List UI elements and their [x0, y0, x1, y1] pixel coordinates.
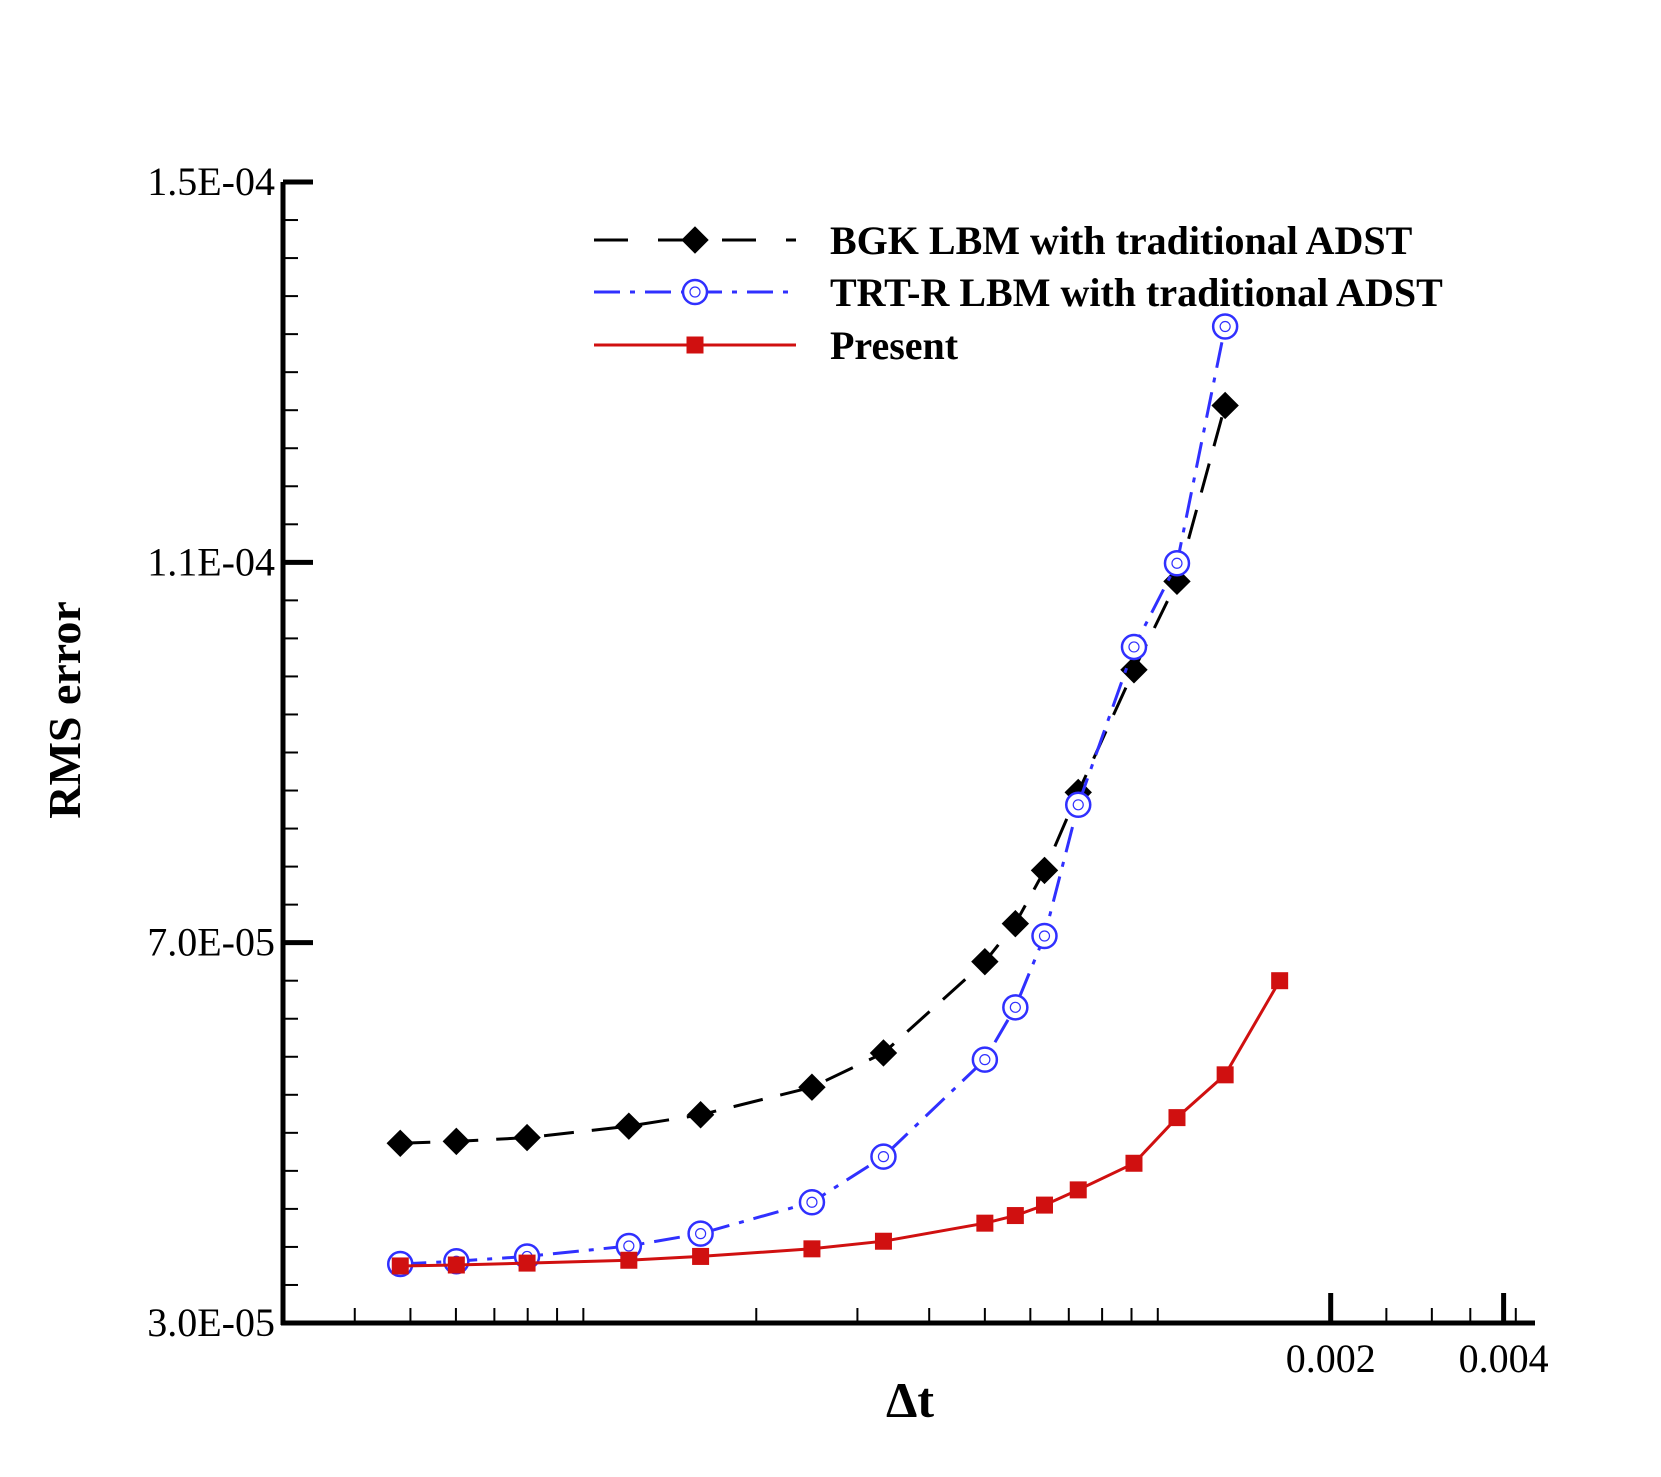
data-point — [1064, 791, 1092, 819]
data-point — [1035, 1196, 1053, 1214]
data-point — [386, 1129, 414, 1157]
data-point — [447, 1256, 465, 1274]
legend-item: Present — [594, 323, 959, 368]
data-point-inner — [1072, 799, 1084, 811]
data-point-inner — [1038, 930, 1051, 942]
axis-ticks: 3.0E-05 7.0E-05 1.1E-04 1.5E-04 0.002 0.004 — [147, 159, 1548, 1381]
data-point-inner — [623, 1240, 635, 1252]
series-line — [400, 405, 1227, 1145]
data-point — [391, 1257, 409, 1275]
data-point — [1120, 656, 1148, 684]
data-point — [1031, 922, 1058, 950]
legend-marker — [681, 278, 709, 306]
data-point — [513, 1123, 541, 1152]
data-point — [803, 1240, 821, 1258]
data-point — [442, 1127, 471, 1156]
data-point-inner — [806, 1196, 818, 1208]
data-point — [798, 1188, 826, 1216]
data-point-inner — [877, 1151, 890, 1163]
data-point — [971, 947, 999, 976]
series-group — [386, 313, 1289, 1278]
data-point-inner — [979, 1054, 991, 1066]
data-point-inner — [695, 1228, 707, 1240]
series-3 — [391, 972, 1289, 1275]
x-tick-label: 0.004 — [1459, 1336, 1549, 1381]
data-point — [874, 1232, 892, 1250]
y-tick-label: 7.0E-05 — [147, 920, 275, 965]
data-point — [1002, 994, 1029, 1021]
legend: BGK LBM with traditional ADST TRT-R LBM w… — [594, 218, 1443, 368]
legend-marker-inner — [689, 286, 701, 298]
data-point — [976, 1214, 994, 1232]
legend-marker — [681, 226, 709, 254]
data-point — [615, 1112, 643, 1140]
axes — [280, 182, 1535, 1326]
data-point — [1120, 633, 1148, 661]
data-point — [1163, 550, 1191, 577]
legend-item: TRT-R LBM with traditional ADST — [594, 270, 1443, 315]
data-point-inner — [1009, 1001, 1021, 1013]
data-point — [1006, 1207, 1024, 1225]
data-point — [869, 1039, 898, 1067]
data-point — [1125, 1154, 1143, 1172]
legend-label: TRT-R LBM with traditional ADST — [830, 270, 1443, 315]
y-tick-label: 3.0E-05 — [147, 1300, 275, 1345]
data-point — [798, 1073, 826, 1101]
data-point — [686, 1101, 715, 1129]
data-point — [1069, 1181, 1087, 1199]
data-point — [518, 1254, 536, 1272]
y-tick-label: 1.1E-04 — [147, 539, 275, 584]
y-tick-label: 1.5E-04 — [147, 159, 275, 204]
data-point — [1216, 1066, 1234, 1084]
legend-label: BGK LBM with traditional ADST — [830, 218, 1413, 263]
data-point-inner — [1219, 320, 1231, 333]
data-point-inner — [1128, 641, 1140, 653]
data-point — [1168, 1109, 1186, 1127]
legend-marker — [686, 336, 704, 354]
data-point — [1211, 313, 1239, 340]
data-point — [687, 1220, 714, 1247]
series-line — [400, 326, 1227, 1266]
data-point — [1271, 972, 1289, 990]
x-tick-label: 0.002 — [1286, 1336, 1376, 1381]
data-point — [620, 1251, 638, 1269]
y-axis-title: RMS error — [39, 601, 90, 819]
x-axis-title: Δt — [886, 1372, 934, 1428]
data-point — [1030, 856, 1059, 885]
data-point-inner — [1171, 557, 1183, 569]
data-point — [692, 1247, 710, 1265]
data-point — [1001, 909, 1030, 938]
data-point — [971, 1046, 999, 1073]
legend-label: Present — [830, 323, 959, 368]
data-point — [1211, 391, 1239, 420]
data-point — [870, 1143, 897, 1170]
legend-item: BGK LBM with traditional ADST — [594, 218, 1413, 263]
